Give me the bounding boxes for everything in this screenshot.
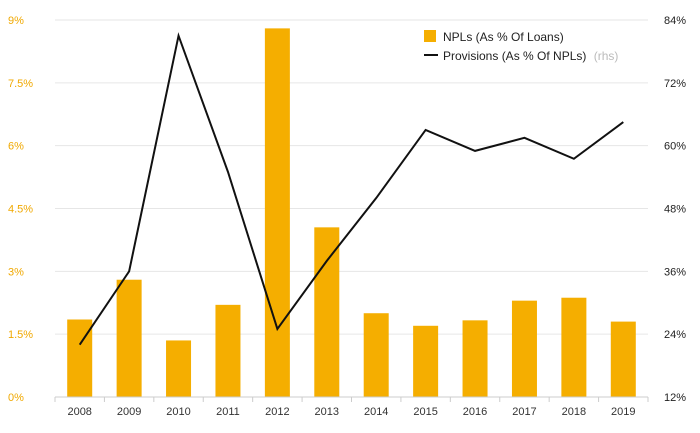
legend-label-provisions-text: Provisions (As % Of NPLs) bbox=[443, 49, 586, 63]
x-axis-tick-label: 2011 bbox=[216, 406, 240, 418]
right-axis-tick-label: 24% bbox=[664, 329, 686, 341]
bar bbox=[264, 28, 290, 397]
bar bbox=[215, 304, 241, 397]
x-axis-tick-label: 2012 bbox=[265, 406, 289, 418]
x-axis-tick-label: 2014 bbox=[364, 406, 388, 418]
x-axis-tick-label: 2018 bbox=[562, 406, 586, 418]
left-axis-tick-label: 9% bbox=[8, 15, 24, 27]
bar-series bbox=[67, 28, 636, 397]
right-axis-tick-label: 84% bbox=[664, 15, 686, 27]
x-axis-tick-label: 2010 bbox=[166, 406, 190, 418]
left-axis-tick-label: 7.5% bbox=[8, 78, 33, 90]
x-axis-tick-label: 2019 bbox=[611, 406, 635, 418]
bar bbox=[116, 279, 142, 397]
right-axis-tick-label: 12% bbox=[664, 392, 686, 404]
bar bbox=[314, 227, 340, 397]
gridlines bbox=[55, 19, 648, 398]
right-axis-tick-label: 60% bbox=[664, 141, 686, 153]
right-axis-tick-label: 48% bbox=[664, 204, 686, 216]
provisions-line bbox=[78, 32, 624, 346]
line-series bbox=[78, 32, 624, 346]
bar bbox=[413, 325, 439, 397]
legend: NPLs (As % Of Loans) Provisions (As % Of… bbox=[424, 30, 618, 63]
x-axis-tick-label: 2009 bbox=[117, 406, 141, 418]
x-axis-tick-label: 2017 bbox=[512, 406, 536, 418]
bar bbox=[511, 300, 537, 397]
x-axis-tick-label: 2016 bbox=[463, 406, 487, 418]
legend-label-provisions: Provisions (As % Of NPLs) (rhs) bbox=[443, 49, 618, 63]
legend-label-provisions-suffix: (rhs) bbox=[594, 49, 619, 63]
legend-label-npls: NPLs (As % Of Loans) bbox=[443, 30, 564, 44]
x-axis-tick-label: 2013 bbox=[315, 406, 339, 418]
right-axis-tick-label: 72% bbox=[664, 78, 686, 90]
x-axis-tick-label: 2008 bbox=[67, 406, 91, 418]
right-axis-tick-label: 36% bbox=[664, 266, 686, 278]
bar bbox=[363, 313, 389, 397]
left-axis-tick-label: 1.5% bbox=[8, 329, 33, 341]
bar bbox=[166, 340, 192, 397]
axes: 0% 1.5% 3% 4.5% 6% 7.5% 9% 12% 24% 36% 48% 60% 72% 84… bbox=[8, 15, 686, 418]
left-axis-tick-label: 4.5% bbox=[8, 204, 33, 216]
bar bbox=[561, 297, 587, 397]
legend-swatch-npls bbox=[424, 30, 436, 42]
left-axis-tick-label: 6% bbox=[8, 141, 24, 153]
bar bbox=[462, 320, 488, 397]
left-axis-tick-label: 3% bbox=[8, 266, 24, 278]
bar bbox=[610, 321, 636, 397]
x-axis-tick-label: 2015 bbox=[413, 406, 437, 418]
left-axis-tick-label: 0% bbox=[8, 392, 24, 404]
